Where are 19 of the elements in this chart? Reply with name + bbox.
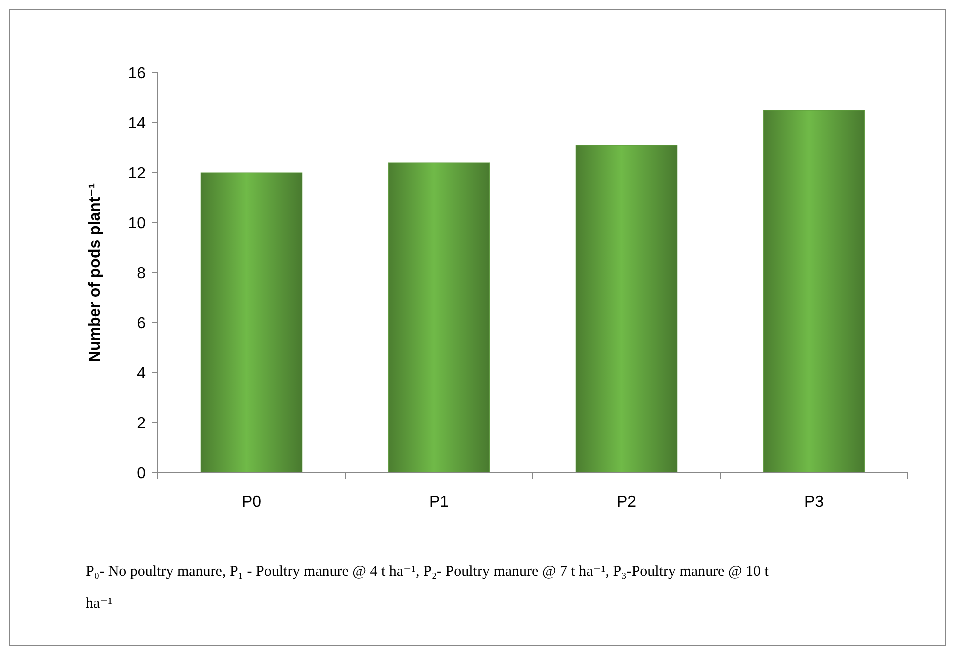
x-tick-label: P3 [804, 494, 824, 511]
bar [200, 172, 303, 474]
y-axis-title: Number of pods plant⁻¹ [87, 183, 104, 363]
bar [388, 162, 490, 474]
y-tick-label: 6 [137, 316, 146, 333]
y-tick-label: 4 [137, 366, 146, 383]
text: P₀- No poultry manure, P₁ - Poultry manure @ 4 t ha⁻¹, P₂- Poultry manure @ 7 t ha⁻¹, P₃-Poultry manure @ 10 t ha⁻¹ [86, 563, 770, 614]
bar [576, 145, 678, 474]
y-tick-label: 0 [137, 466, 146, 483]
x-tick-label: P0 [242, 494, 262, 511]
y-tick-label: 10 [128, 216, 146, 233]
x-tick-label: P1 [429, 494, 450, 511]
y-tick-label: 2 [137, 416, 146, 433]
bar [763, 110, 866, 474]
y-tick-label: 16 [128, 66, 146, 83]
y-tick-label: 14 [128, 116, 146, 133]
y-tick-label: 8 [137, 266, 146, 283]
y-tick-label: 12 [128, 166, 146, 183]
x-tick-label: P2 [616, 494, 637, 511]
